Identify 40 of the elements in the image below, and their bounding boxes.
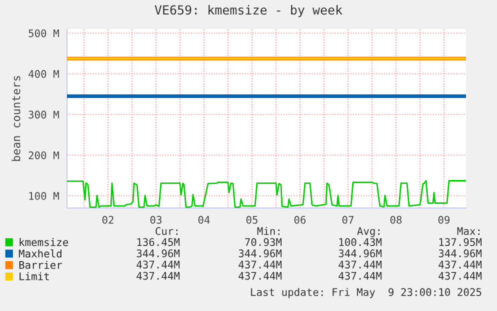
y-tick-label: 100 M	[29, 192, 59, 200]
legend-label: Maxheld	[18, 249, 62, 258]
text: 136.45M	[137, 238, 180, 246]
text: Avg:	[357, 227, 380, 238]
x-tick-label: 02	[102, 216, 114, 224]
text: 437.44M	[338, 272, 382, 280]
y-tick-label: 200 M	[28, 151, 59, 160]
text: Max:	[457, 227, 480, 236]
x-tick-label: 06	[294, 216, 306, 224]
text: 344.96M	[238, 249, 282, 258]
text: 437.44M	[136, 260, 180, 269]
text: 437.44M	[438, 260, 482, 269]
text: 437.44M	[338, 260, 382, 269]
text: 137.95M	[439, 238, 482, 246]
legend-label: kmemsize	[20, 238, 68, 246]
legend-label: Limit	[20, 272, 49, 280]
text: 437.44M	[238, 260, 282, 269]
y-axis-title: bean counters	[12, 76, 20, 161]
chart-title: VE659: kmemsize - by week	[154, 4, 342, 18]
y-tick-label: 300 M	[28, 110, 59, 119]
text: 70.93M	[245, 238, 282, 246]
y-tick-label: 500 M	[28, 29, 59, 38]
text: 100.43M	[339, 238, 382, 246]
text: 437.44M	[238, 272, 282, 280]
y-tick-label: 400 M	[28, 70, 59, 78]
text: 344.96M	[136, 249, 180, 258]
text: Cur:	[156, 227, 178, 236]
legend-label: Barrier	[19, 260, 62, 269]
x-tick-label: 05	[246, 216, 258, 224]
x-tick-label: 03	[150, 216, 162, 224]
x-tick-label: 07	[342, 216, 354, 224]
x-tick-label: 04	[198, 216, 210, 224]
x-tick-label: 08	[390, 216, 402, 224]
text: 437.44M	[438, 272, 482, 280]
text: Last update: Fri May 9 23:00:10 2025	[251, 288, 482, 298]
text: Min:	[257, 226, 280, 235]
text: 437.44M	[136, 272, 180, 280]
text: 344.96M	[338, 249, 382, 258]
text: 344.96M	[438, 249, 482, 258]
x-tick-label: 09	[438, 216, 450, 224]
